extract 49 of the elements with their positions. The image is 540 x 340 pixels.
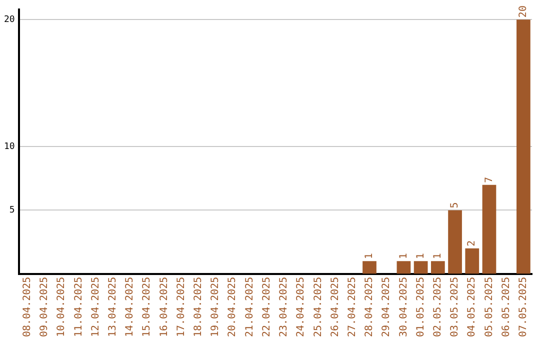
- x-tick-label: 08.04.2025: [22, 276, 33, 338]
- bar: [516, 20, 530, 274]
- data-label: 1: [398, 253, 410, 260]
- data-label: 5: [450, 202, 461, 208]
- x-tick-label: 02.05.2025: [432, 276, 444, 338]
- bar: [482, 184, 496, 274]
- x-tick-label: 05.05.2025: [484, 276, 495, 338]
- x-tick-label: 14.04.2025: [124, 276, 136, 338]
- bar: [430, 261, 445, 274]
- x-tick-label: 01.05.2025: [415, 276, 426, 338]
- bar: [362, 261, 376, 274]
- x-tick-label: 25.04.2025: [312, 276, 324, 338]
- x-tick-label: 13.04.2025: [108, 276, 119, 338]
- bar: [448, 210, 462, 274]
- x-tick-label: 04.05.2025: [466, 276, 478, 338]
- data-label: 20: [518, 6, 530, 18]
- x-tick-label: 29.04.2025: [381, 276, 392, 338]
- y-tick-label: 5: [9, 206, 15, 216]
- x-tick-label: 16.04.2025: [158, 276, 170, 338]
- y-tick-label: 10: [4, 142, 15, 152]
- bar: [465, 248, 480, 274]
- x-tick-label: 24.04.2025: [296, 276, 307, 338]
- x-tick-label: 27.04.2025: [346, 276, 358, 338]
- x-tick-label: 23.04.2025: [278, 276, 290, 338]
- x-tick-label: 19.04.2025: [210, 276, 222, 338]
- x-tick-label: 21.04.2025: [244, 276, 256, 338]
- x-tick-label: 18.04.2025: [193, 276, 204, 338]
- data-label: 1: [415, 253, 426, 260]
- data-label: 7: [484, 176, 495, 183]
- x-tick-label: 07.05.2025: [518, 276, 530, 338]
- x-tick-label: 09.04.2025: [39, 276, 50, 338]
- bar: [396, 261, 411, 274]
- data-label: 2: [466, 240, 478, 246]
- x-tick-label: 15.04.2025: [142, 276, 153, 338]
- x-tick-label: 22.04.2025: [261, 276, 272, 338]
- x-tick-label: 11.04.2025: [73, 276, 84, 338]
- x-tick-label: 30.04.2025: [398, 276, 410, 338]
- x-tick-label: 26.04.2025: [330, 276, 341, 338]
- bar: [414, 261, 428, 274]
- y-tick-label: 20: [4, 14, 15, 25]
- x-tick-label: 28.04.2025: [364, 276, 376, 338]
- data-label: 1: [432, 253, 444, 260]
- data-label: 1: [364, 253, 376, 260]
- x-tick-label: 03.05.2025: [450, 276, 461, 338]
- x-tick-label: 06.05.2025: [500, 276, 512, 338]
- x-tick-label: 10.04.2025: [56, 276, 68, 338]
- x-tick-label: 17.04.2025: [176, 276, 187, 338]
- x-tick-label: 20.04.2025: [227, 276, 238, 338]
- x-tick-label: 12.04.2025: [90, 276, 102, 338]
